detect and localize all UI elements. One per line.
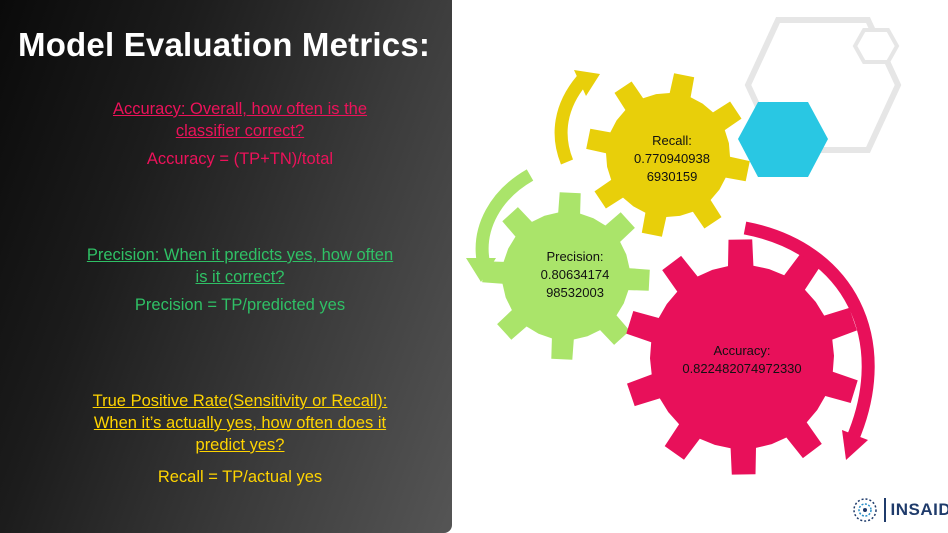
logo-separator bbox=[884, 498, 886, 522]
precision-gear-title: Precision: bbox=[546, 249, 604, 264]
recall-gear-label: Recall: 0.770940938 6930159 bbox=[612, 132, 732, 186]
precision-question: Precision: When it predicts yes, how oft… bbox=[86, 246, 394, 286]
yellow-arrow bbox=[554, 75, 588, 165]
dark-text-panel bbox=[0, 0, 452, 533]
pink-arrowhead bbox=[842, 430, 868, 460]
hexagon-outline-large bbox=[744, 17, 902, 153]
yellow-arrowhead bbox=[574, 70, 600, 96]
recall-gear-value-2: 6930159 bbox=[646, 169, 698, 184]
precision-gear-value-2: 98532003 bbox=[546, 285, 604, 300]
gears-graphic bbox=[466, 17, 902, 475]
green-arrow bbox=[475, 169, 534, 261]
logo-text: INSAID bbox=[890, 500, 948, 519]
accuracy-gear bbox=[626, 239, 858, 475]
recall-gear bbox=[586, 73, 750, 237]
recall-formula: Recall = TP/actual yes bbox=[157, 468, 323, 486]
accuracy-gear-title: Accuracy: bbox=[713, 343, 771, 358]
recall-gear-value-1: 0.770940938 bbox=[634, 151, 710, 166]
pink-arrow bbox=[743, 221, 875, 443]
recall-gear-title: Recall: bbox=[652, 133, 692, 148]
precision-gear-label: Precision: 0.80634174 98532003 bbox=[515, 248, 635, 302]
accuracy-gear-value: 0.822482074972330 bbox=[682, 361, 802, 376]
recall-question: True Positive Rate(Sensitivity or Recall… bbox=[92, 392, 388, 454]
precision-formula: Precision = TP/predicted yes bbox=[134, 296, 346, 314]
recall-block: True Positive Rate(Sensitivity or Recall… bbox=[80, 390, 400, 488]
precision-block: Precision: When it predicts yes, how oft… bbox=[80, 244, 400, 316]
insaid-logo-icon bbox=[853, 498, 877, 522]
insaid-logo: INSAID bbox=[852, 497, 948, 523]
accuracy-block: Accuracy: Overall, how often is the clas… bbox=[80, 98, 400, 170]
accuracy-gear-label: Accuracy: 0.822482074972330 bbox=[652, 342, 832, 378]
precision-gear-value-1: 0.80634174 bbox=[540, 267, 610, 282]
slide-title: Model Evaluation Metrics: bbox=[18, 26, 431, 63]
accuracy-formula: Accuracy = (TP+TN)/total bbox=[146, 150, 334, 168]
precision-gear bbox=[482, 192, 650, 360]
accuracy-question: Accuracy: Overall, how often is the clas… bbox=[112, 100, 368, 140]
hexagon-accent bbox=[738, 102, 828, 177]
hexagon-outline-small bbox=[852, 28, 900, 64]
